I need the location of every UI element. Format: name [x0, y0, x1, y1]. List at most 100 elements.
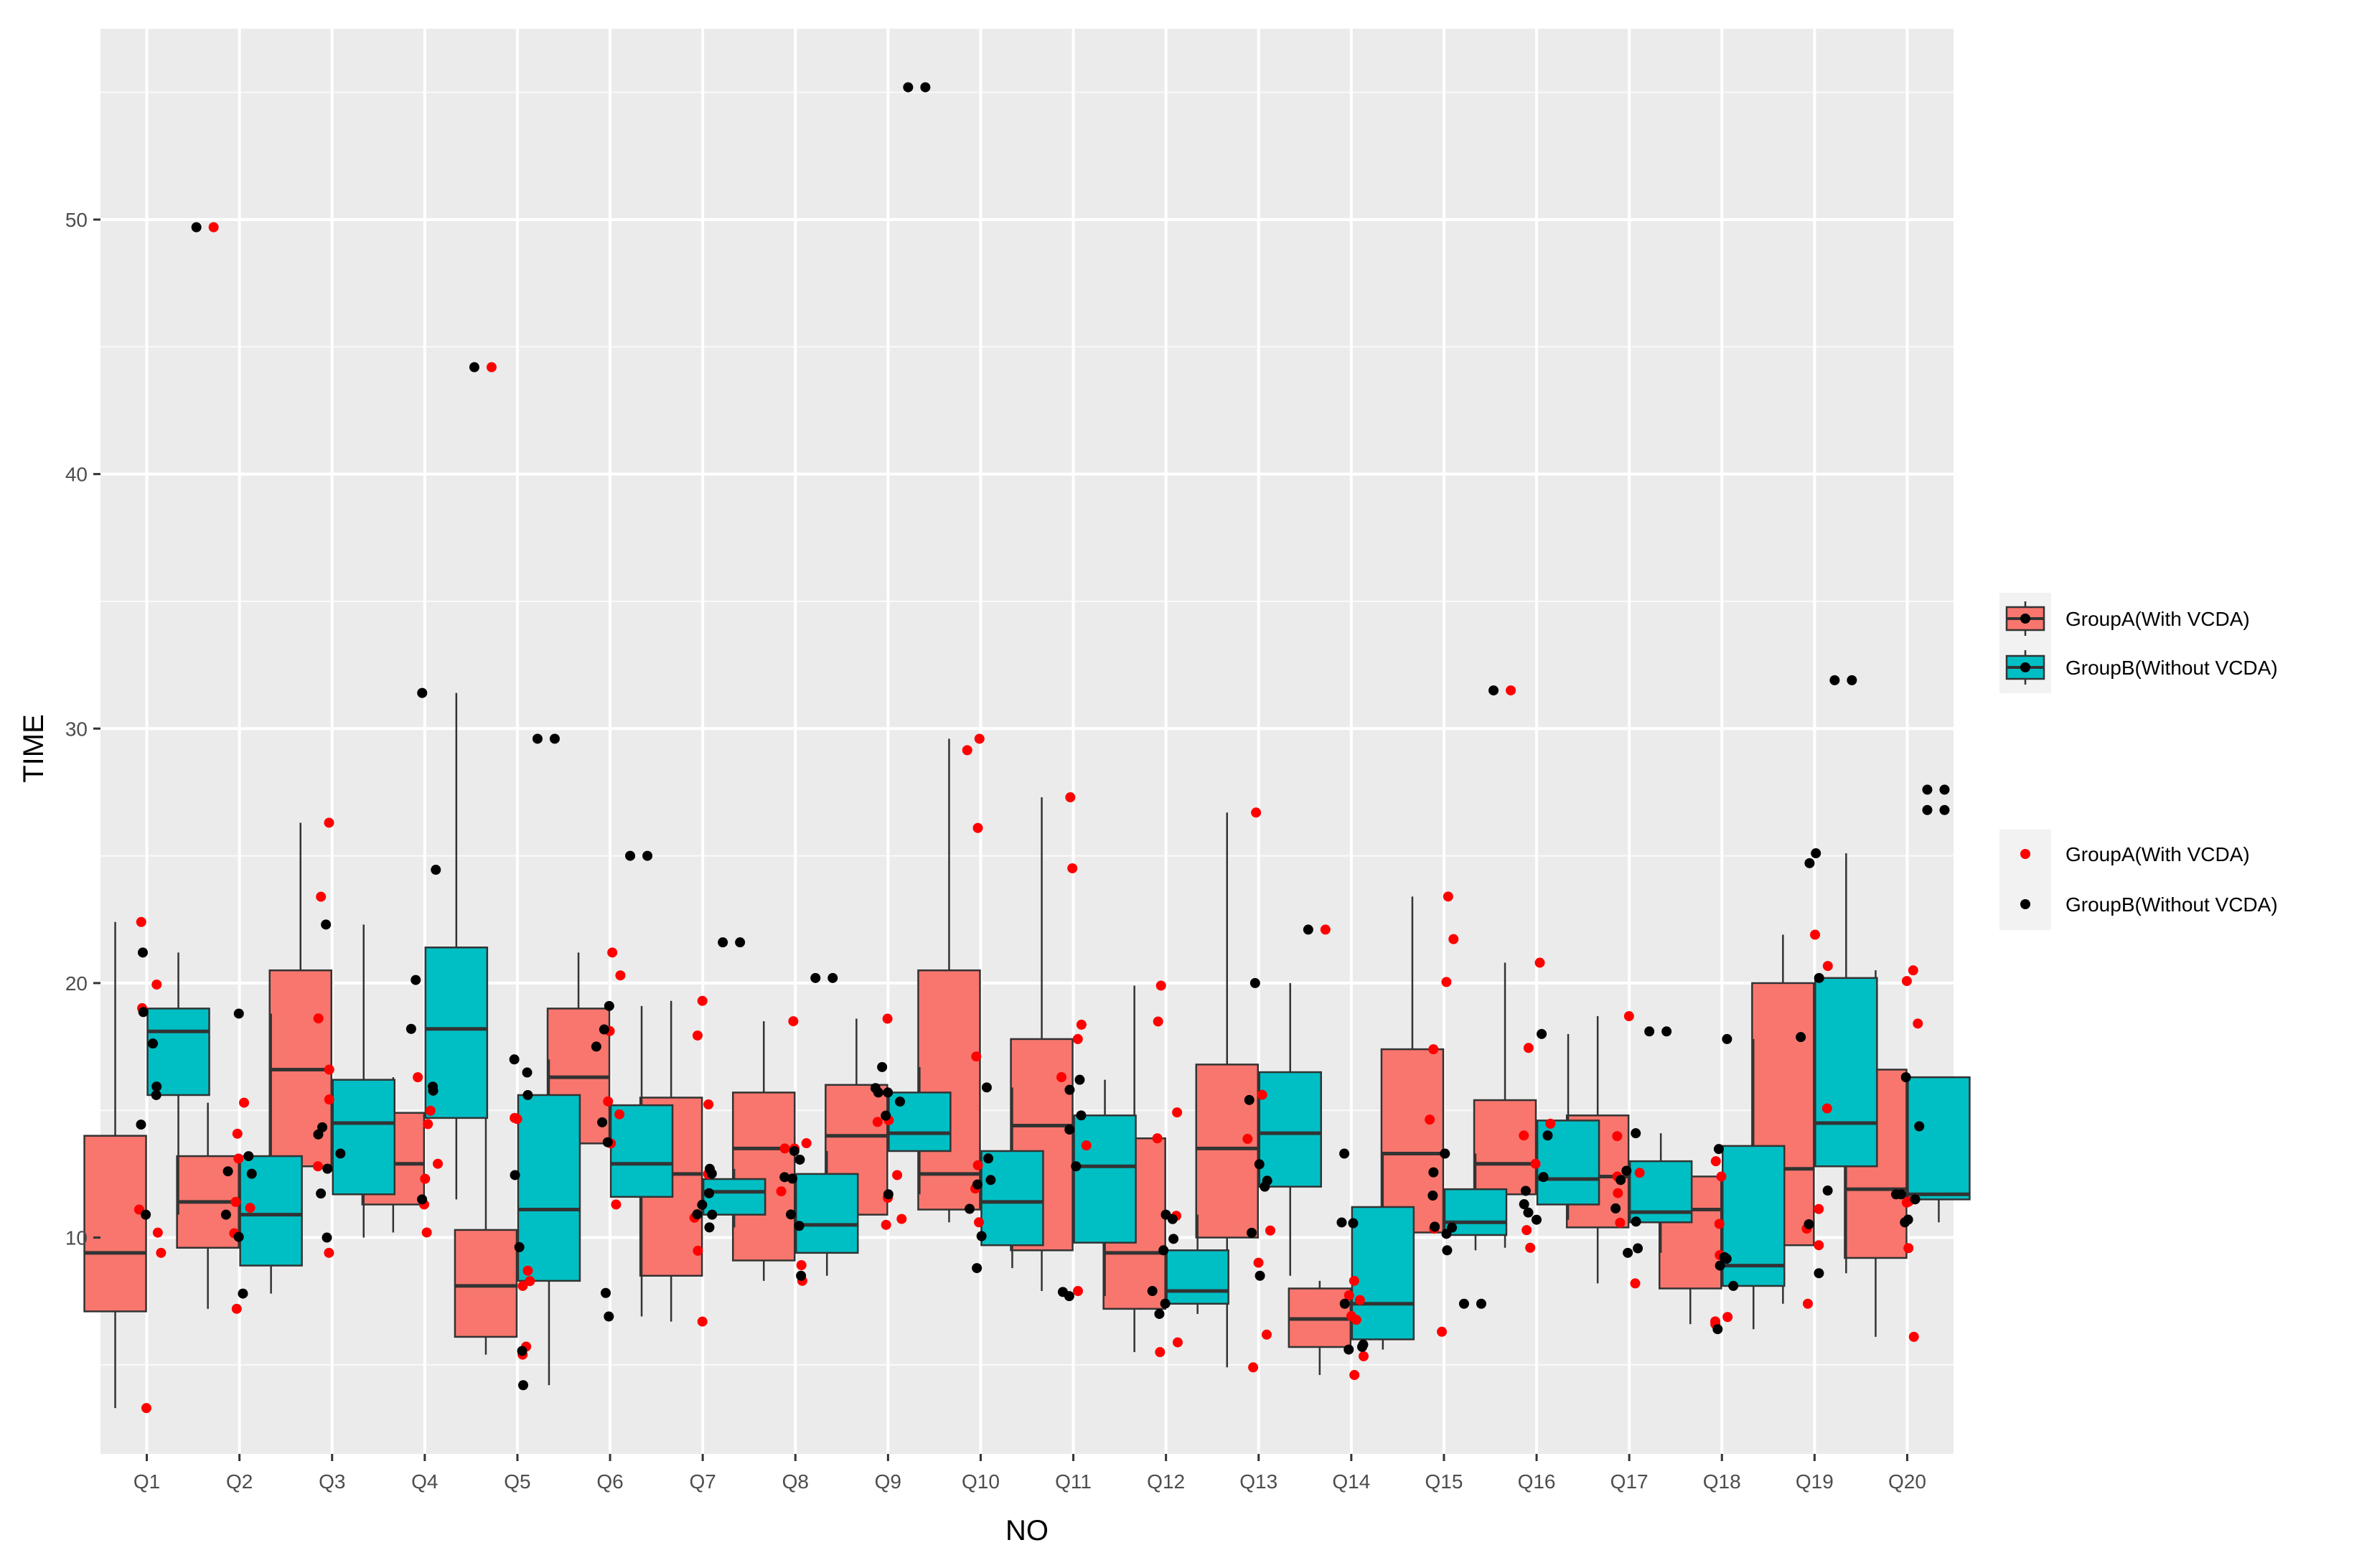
box-groupB-Q8	[795, 1150, 859, 1276]
data-point	[877, 1061, 888, 1072]
box-iqr	[1380, 1048, 1445, 1234]
data-point	[602, 1137, 613, 1147]
data-point	[1520, 1186, 1531, 1196]
data-point	[974, 733, 985, 744]
data-point	[233, 1231, 244, 1242]
data-point	[1542, 1130, 1553, 1141]
data-point	[1437, 1326, 1448, 1337]
data-point	[1814, 1240, 1824, 1251]
data-point	[522, 1265, 533, 1276]
data-point	[883, 1087, 894, 1098]
legend-fill-label: GroupB(Without VCDA)	[2065, 657, 2278, 679]
box-iqr	[1473, 1099, 1537, 1196]
data-point	[883, 1189, 894, 1200]
box-iqr	[980, 1150, 1044, 1247]
data-point	[972, 1179, 983, 1190]
box-groupA-Q2	[176, 1102, 240, 1309]
data-point	[151, 1089, 161, 1100]
data-point	[243, 1151, 254, 1162]
box-groupB-Q15	[1443, 1153, 1508, 1251]
x-tick-label: Q12	[1147, 1470, 1185, 1493]
data-point	[514, 1241, 525, 1252]
data-point	[1506, 685, 1516, 696]
data-point	[870, 1083, 881, 1094]
box-iqr	[1351, 1206, 1415, 1341]
data-point	[138, 947, 149, 958]
data-point	[1802, 1298, 1813, 1309]
data-point	[692, 1030, 703, 1041]
data-point	[1255, 1270, 1265, 1281]
data-point	[599, 1024, 609, 1035]
legend-point-key	[2020, 899, 2030, 909]
data-point	[1065, 792, 1076, 803]
data-point	[525, 1276, 535, 1287]
data-point	[1822, 961, 1833, 972]
data-point	[1425, 1114, 1435, 1125]
x-axis-title: NO	[1005, 1515, 1049, 1546]
data-point	[604, 1000, 614, 1011]
data-point	[222, 1166, 233, 1177]
data-point	[1900, 1072, 1911, 1083]
data-point	[141, 1403, 151, 1414]
data-point	[322, 1232, 332, 1243]
data-point	[1612, 1131, 1623, 1142]
data-point	[245, 1203, 255, 1213]
data-point	[1914, 1121, 1925, 1132]
data-point	[985, 1175, 996, 1186]
x-tick-label: Q16	[1518, 1470, 1556, 1493]
data-point	[316, 1188, 327, 1199]
data-point	[1265, 1225, 1275, 1236]
x-tick-label: Q15	[1425, 1470, 1463, 1493]
data-point	[972, 1263, 983, 1274]
data-point	[1621, 1165, 1632, 1176]
data-point	[1336, 1217, 1347, 1228]
legend-point	[2020, 662, 2030, 672]
data-point	[1634, 1168, 1645, 1178]
data-point	[312, 1161, 323, 1172]
data-point	[872, 1117, 883, 1127]
box-groupB-Q20	[1907, 1076, 1971, 1223]
box-groupB-Q5	[517, 1059, 581, 1386]
data-point	[983, 1153, 994, 1164]
data-point	[1633, 1243, 1643, 1254]
data-point	[981, 1082, 992, 1093]
data-point	[1814, 1203, 1824, 1214]
data-point	[1081, 1140, 1092, 1151]
data-point	[517, 1346, 527, 1356]
data-point	[1804, 1219, 1814, 1229]
x-tick-label: Q2	[226, 1470, 253, 1493]
box-groupB-Q1	[146, 952, 210, 1215]
data-point	[892, 1170, 903, 1180]
data-point	[1155, 1347, 1166, 1358]
legend-fill-key	[2005, 601, 2045, 636]
data-point	[230, 1196, 241, 1207]
data-point	[704, 1188, 715, 1198]
data-point	[246, 1168, 257, 1179]
data-point	[1339, 1298, 1350, 1309]
data-point	[509, 1054, 520, 1065]
data-point	[1172, 1337, 1183, 1348]
data-point	[152, 1227, 163, 1238]
legend-point-label: GroupB(Without VCDA)	[2065, 893, 2278, 916]
data-point	[1172, 1107, 1183, 1118]
data-point	[611, 1199, 622, 1210]
data-point	[1428, 1044, 1439, 1055]
data-point	[1722, 1312, 1733, 1323]
outlier-point	[1922, 804, 1933, 815]
box-groupA-Q13	[1195, 812, 1259, 1368]
data-point	[972, 822, 983, 833]
outlier-point	[1829, 675, 1840, 685]
data-point	[787, 1173, 797, 1184]
data-point	[776, 1186, 787, 1197]
data-point	[136, 1119, 146, 1130]
data-point	[1344, 1290, 1354, 1301]
data-point	[786, 1209, 797, 1220]
data-point	[881, 1219, 891, 1230]
data-point	[1710, 1156, 1721, 1167]
data-point	[1811, 848, 1821, 859]
data-point	[1847, 675, 1857, 685]
data-point	[976, 1231, 987, 1241]
data-point	[1056, 1072, 1066, 1083]
x-tick-label: Q18	[1703, 1470, 1741, 1493]
box-groupB-Q13	[1258, 982, 1322, 1276]
